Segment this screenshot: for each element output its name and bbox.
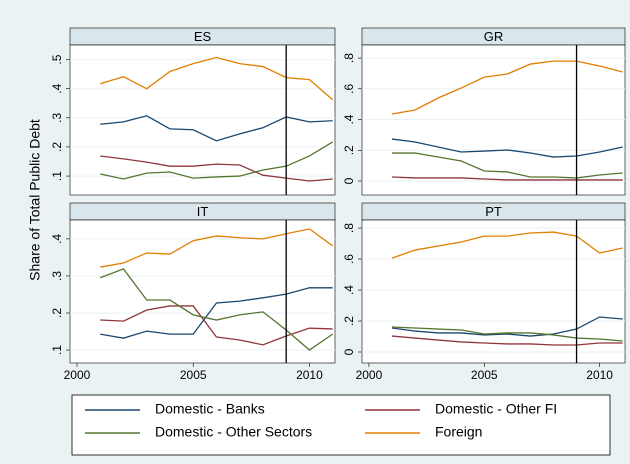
series-line xyxy=(100,155,333,182)
y-tick-label: .6 xyxy=(342,83,356,93)
y-tick-label: .2 xyxy=(342,145,356,155)
legend-label: Foreign xyxy=(435,424,482,440)
series-line xyxy=(391,152,623,179)
x-tick-label: 2010 xyxy=(586,368,613,382)
y-tick-label: .4 xyxy=(50,234,64,244)
legend-box xyxy=(71,394,611,456)
y-tick-label: .2 xyxy=(342,316,356,326)
y-tick-label: .8 xyxy=(342,223,356,233)
x-tick-label: 2000 xyxy=(356,368,383,382)
legend-label: Domestic - Other Sectors xyxy=(155,424,312,440)
legend-label: Domestic - Other FI xyxy=(435,401,557,417)
series-line xyxy=(391,326,623,342)
y-tick-label: .5 xyxy=(50,54,64,64)
series-line xyxy=(100,141,334,180)
plot-area xyxy=(361,219,626,364)
series-line xyxy=(391,335,623,346)
y-axis-title: Share of Total Public Debt xyxy=(27,119,43,281)
x-tick-label: 2005 xyxy=(180,368,207,382)
series-line xyxy=(99,268,334,351)
series-line xyxy=(100,305,333,346)
x-tick-label: 2000 xyxy=(64,368,91,382)
series-line xyxy=(391,138,623,158)
panel-title: PT xyxy=(485,204,502,219)
series-line xyxy=(100,228,334,268)
series-line xyxy=(391,231,623,259)
y-tick-label: 0 xyxy=(342,348,356,355)
y-tick-label: .1 xyxy=(50,171,64,181)
y-tick-label: .2 xyxy=(50,308,64,318)
y-tick-label: .4 xyxy=(342,114,356,124)
panel-title: ES xyxy=(194,29,212,44)
y-tick-label: .4 xyxy=(342,285,356,295)
series-line xyxy=(100,287,333,339)
y-tick-label: .6 xyxy=(342,254,356,264)
y-tick-label: .3 xyxy=(50,112,64,122)
series-line xyxy=(100,56,334,101)
series-line xyxy=(391,176,623,181)
y-tick-label: .3 xyxy=(50,271,64,281)
series-line xyxy=(100,115,333,142)
y-tick-label: .2 xyxy=(50,142,64,152)
panel-title: GR xyxy=(484,29,504,44)
plot-area xyxy=(69,44,336,196)
plot-area xyxy=(69,219,336,364)
panel-title: IT xyxy=(197,204,209,219)
x-tick-label: 2010 xyxy=(296,368,323,382)
legend-label: Domestic - Banks xyxy=(155,401,265,417)
y-tick-label: .4 xyxy=(50,83,64,93)
y-tick-label: 0 xyxy=(342,177,356,184)
series-line xyxy=(391,316,623,337)
x-tick-label: 2005 xyxy=(471,368,498,382)
y-tick-label: .8 xyxy=(342,53,356,63)
series-line xyxy=(391,60,623,115)
y-tick-label: .1 xyxy=(50,345,64,355)
